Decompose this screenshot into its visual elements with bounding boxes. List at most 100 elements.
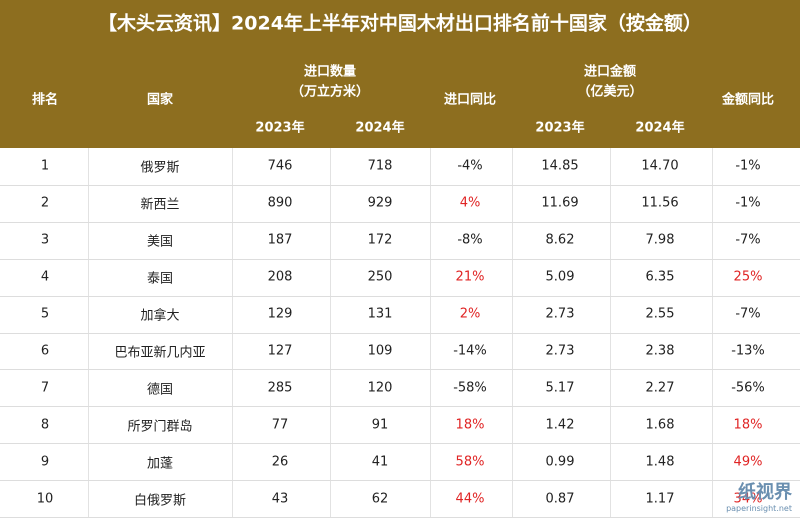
table-cell: 加蓬	[146, 456, 174, 472]
row-line	[0, 406, 800, 408]
table-cell: 所罗门群岛	[127, 419, 193, 435]
header-cell: 2024年	[355, 120, 405, 136]
table-cell: 6.35	[645, 269, 675, 285]
table-cell: -8%	[457, 232, 483, 248]
table-cell: 2.55	[645, 306, 675, 322]
row-line	[0, 369, 800, 371]
table-cell: 2.27	[645, 380, 675, 396]
table-cell: 9	[40, 454, 50, 470]
table-cell: 11.69	[541, 195, 579, 211]
header-cell: 进口同比	[443, 92, 497, 108]
header-cell: （亿美元）	[577, 84, 643, 100]
table-cell: 127	[267, 343, 293, 359]
table-cell: 91	[371, 417, 389, 433]
logo: 纸视界 paperinsight.net	[726, 478, 792, 513]
table-cell: 新西兰	[140, 197, 180, 213]
table-cell: -13%	[731, 343, 765, 359]
table-cell: 746	[267, 158, 293, 174]
header-cell: （万立方米）	[290, 84, 370, 100]
table-cell: 1.42	[545, 417, 575, 433]
table-cell: 890	[267, 195, 293, 211]
header-cell: 排名	[31, 92, 59, 108]
table-cell: 11.56	[641, 195, 679, 211]
table-cell: 0.87	[545, 491, 575, 507]
table-cell: 77	[271, 417, 289, 433]
table-cell: 10	[36, 491, 54, 507]
table-cell: -56%	[731, 380, 765, 396]
table-cell: 62	[371, 491, 389, 507]
table-cell: 8	[40, 417, 50, 433]
table-cell: 7	[40, 380, 50, 396]
table-cell: 26	[271, 454, 289, 470]
table-cell: 250	[367, 269, 393, 285]
table-cell: 44%	[455, 491, 485, 507]
header-cell: 2023年	[535, 120, 585, 136]
title: 【木头云资讯】2024年上半年对中国木材出口排名前十国家（按金额）	[98, 12, 702, 35]
table-cell: 18%	[733, 417, 763, 433]
table-cell: 1.17	[645, 491, 675, 507]
table-cell: 俄罗斯	[140, 160, 180, 176]
table-cell: 18%	[455, 417, 485, 433]
table-cell: 加拿大	[140, 308, 180, 324]
table-cell: 美国	[146, 234, 174, 250]
table-cell: -14%	[453, 343, 487, 359]
table-cell: 白俄罗斯	[133, 493, 187, 509]
table-cell: 2.73	[545, 306, 575, 322]
header-cell: 国家	[146, 92, 174, 108]
table-cell: 14.70	[641, 158, 679, 174]
row-line	[0, 184, 800, 186]
table-cell: 德国	[146, 382, 174, 398]
table-cell: 5.17	[545, 380, 575, 396]
table-cell: 6	[40, 343, 50, 359]
header-cell: 金额同比	[721, 92, 775, 108]
table-cell: 187	[267, 232, 293, 248]
table-cell: -7%	[735, 232, 761, 248]
table-cell: 14.85	[541, 158, 579, 174]
table-cell: 109	[367, 343, 393, 359]
table-cell: 巴布亚新几内亚	[114, 345, 206, 361]
table-cell: 21%	[455, 269, 485, 285]
table-cell: 25%	[733, 269, 763, 285]
header-cell: 2023年	[255, 120, 305, 136]
row-line	[0, 443, 800, 445]
table-cell: 8.62	[545, 232, 575, 248]
row-line	[0, 295, 800, 297]
table-cell: 208	[267, 269, 293, 285]
table-cell: 5.09	[545, 269, 575, 285]
row-line	[0, 221, 800, 223]
table-cell: 718	[367, 158, 393, 174]
header-band: 【木头云资讯】2024年上半年对中国木材出口排名前十国家（按金额） 排名 国家 …	[0, 0, 800, 148]
table-cell: 43	[271, 491, 289, 507]
table-cell: 1.48	[645, 454, 675, 470]
table-cell: 58%	[455, 454, 485, 470]
table-cell: 7.98	[645, 232, 675, 248]
table-cell: 2.73	[545, 343, 575, 359]
table-cell: 172	[367, 232, 393, 248]
table-cell: -1%	[735, 158, 761, 174]
row-line	[0, 480, 800, 482]
header-cell: 进口数量	[303, 64, 357, 80]
row-line	[0, 258, 800, 260]
table-cell: -4%	[457, 158, 483, 174]
logo-name: 纸视界	[738, 482, 792, 503]
table-cell: -58%	[453, 380, 487, 396]
table-cell: 1.68	[645, 417, 675, 433]
header-cell: 2024年	[635, 120, 685, 136]
table-cell: 5	[40, 306, 50, 322]
table-cell: 4%	[459, 195, 481, 211]
table-cell: 4	[40, 269, 50, 285]
table-cell: 41	[371, 454, 389, 470]
table-cell: 49%	[733, 454, 763, 470]
table-cell: -7%	[735, 306, 761, 322]
table-cell: 1	[40, 158, 50, 174]
table-cell: 2.38	[645, 343, 675, 359]
table-cell: -1%	[735, 195, 761, 211]
table-cell: 929	[367, 195, 393, 211]
table-cell: 285	[267, 380, 293, 396]
table-cell: 3	[40, 232, 50, 248]
table-cell: 2	[40, 195, 50, 211]
header-cell: 进口金额	[583, 64, 637, 80]
table-cell: 120	[367, 380, 393, 396]
table-cell: 2%	[459, 306, 481, 322]
